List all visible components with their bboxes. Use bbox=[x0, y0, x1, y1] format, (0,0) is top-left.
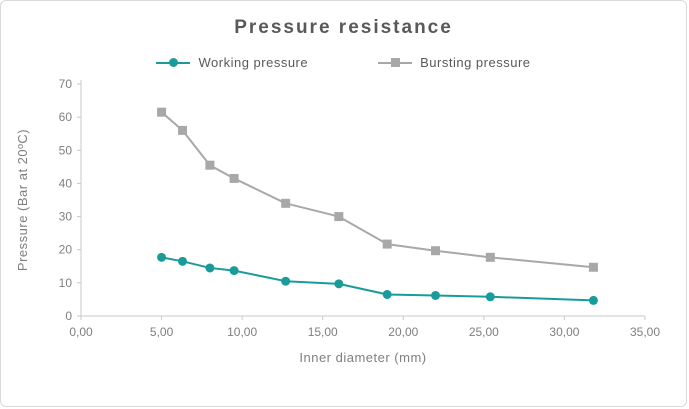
chart-legend: Working pressure Bursting pressure bbox=[1, 55, 686, 70]
y-tick-label: 50 bbox=[59, 143, 73, 157]
chart-title: Pressure resistance bbox=[234, 17, 453, 38]
x-tick-label: 10,00 bbox=[227, 325, 257, 339]
x-axis-title: Inner diameter (mm) bbox=[299, 350, 426, 365]
data-point-circle bbox=[431, 290, 441, 300]
x-tick-label: 30,00 bbox=[549, 325, 579, 339]
series-line-circle bbox=[161, 256, 594, 302]
data-point-circle bbox=[205, 263, 215, 273]
legend-item-working-pressure: Working pressure bbox=[156, 55, 308, 70]
series-line-square bbox=[160, 111, 594, 269]
square-marker-icon bbox=[390, 58, 400, 67]
legend-item-bursting-pressure: Bursting pressure bbox=[378, 55, 530, 70]
y-tick-label: 40 bbox=[59, 176, 73, 190]
data-point-square bbox=[281, 198, 291, 208]
x-tick-label: 5,00 bbox=[150, 325, 174, 339]
circle-marker-icon bbox=[168, 58, 178, 67]
legend-label-bursting-pressure: Bursting pressure bbox=[420, 55, 531, 70]
x-tick-label: 20,00 bbox=[388, 325, 418, 339]
data-point-circle bbox=[334, 279, 344, 289]
x-tick-label: 35,00 bbox=[630, 325, 660, 339]
data-point-square bbox=[382, 239, 392, 249]
data-point-square bbox=[178, 125, 188, 135]
data-point-square bbox=[205, 160, 215, 170]
y-tick-label: 60 bbox=[59, 110, 73, 124]
data-point-circle bbox=[229, 266, 239, 276]
x-tick-label: 15,00 bbox=[308, 325, 338, 339]
y-axis-title: Pressure (Bar at 20ºC) bbox=[15, 129, 30, 271]
y-tick-label: 70 bbox=[59, 77, 73, 91]
data-point-circle bbox=[382, 289, 392, 299]
legend-label-working-pressure: Working pressure bbox=[198, 55, 309, 70]
data-point-circle bbox=[281, 276, 291, 286]
data-point-square bbox=[588, 262, 598, 272]
data-point-square bbox=[431, 246, 441, 256]
working-pressure-marker-icon bbox=[156, 57, 191, 69]
y-tick-label: 0 bbox=[65, 309, 72, 323]
y-tick-label: 30 bbox=[59, 210, 73, 224]
data-point-circle bbox=[588, 295, 598, 305]
data-point-square bbox=[157, 107, 167, 117]
data-point-square bbox=[334, 212, 344, 222]
data-point-circle bbox=[178, 256, 188, 266]
x-tick-label: 0,00 bbox=[69, 325, 93, 339]
data-point-circle bbox=[485, 292, 495, 302]
y-tick-label: 20 bbox=[59, 243, 73, 257]
plot-area: 0 10 20 30 40 50 60 70 0,00 5,00 10,00 15,00 20,00 25… bbox=[15, 77, 660, 365]
x-tick-label: 25,00 bbox=[469, 325, 499, 339]
y-tick-label: 10 bbox=[59, 276, 73, 290]
bursting-pressure-marker-icon bbox=[378, 57, 413, 69]
data-point-circle bbox=[157, 252, 167, 262]
data-point-square bbox=[485, 252, 495, 262]
data-point-square bbox=[229, 173, 239, 183]
